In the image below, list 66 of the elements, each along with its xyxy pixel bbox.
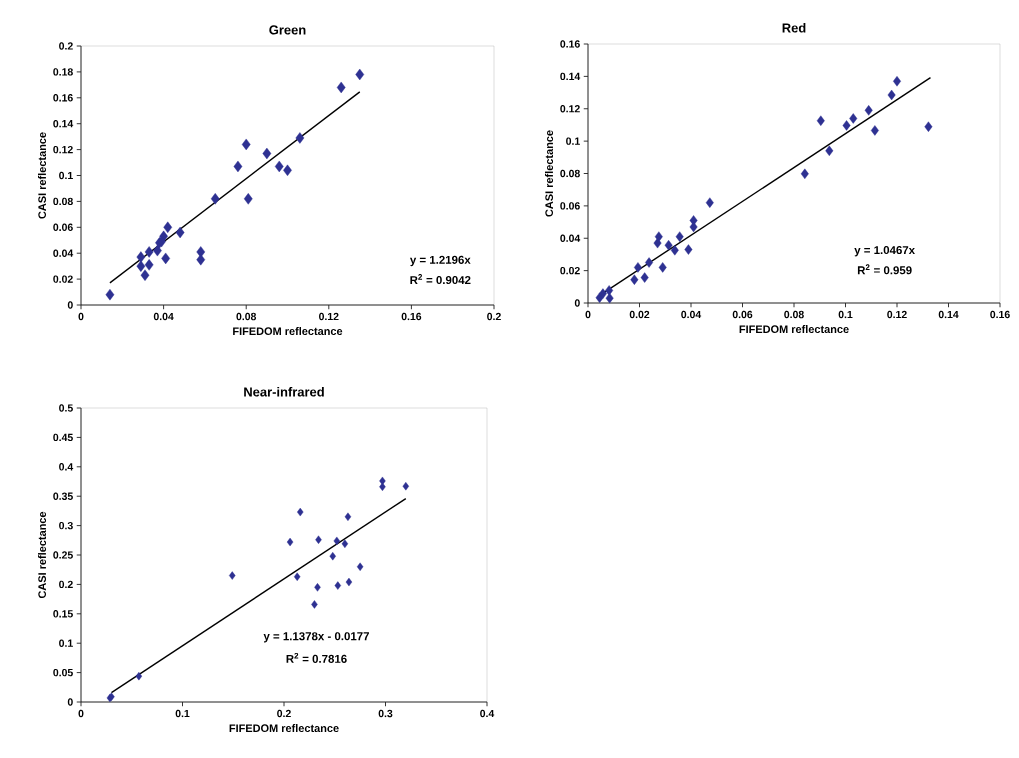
x-tick-label: 0.4 (480, 709, 495, 718)
x-tick-label: 0.04 (681, 310, 702, 319)
x-tick-label: 0.04 (153, 312, 174, 321)
x-tick-label: 0.3 (378, 709, 393, 718)
x-tick-label: 0.16 (990, 310, 1010, 319)
y-tick-label: 0.3 (59, 521, 73, 530)
y-tick-label: 0.16 (560, 40, 580, 48)
y-tick-label: 0.06 (560, 202, 580, 210)
y-tick-label: 0.08 (53, 197, 73, 206)
y-tick-label: 0.02 (53, 275, 73, 283)
x-axis-title: FIFEDOM reflectance (739, 325, 849, 334)
y-tick-label: 0.18 (53, 68, 73, 76)
chart-title: Green (269, 25, 306, 35)
y-tick-label: 0.25 (53, 551, 73, 559)
annotation: y = 1.0467x (854, 246, 915, 257)
y-tick-label: 0.1 (566, 137, 580, 145)
x-tick-label: 0.14 (938, 310, 959, 319)
x-axis-title: FIFEDOM reflectance (229, 724, 339, 733)
y-tick-label: 0.04 (53, 249, 74, 257)
y-tick-label: 0.06 (53, 223, 73, 232)
annotation: R$^{2}$ = 0.9042 (410, 274, 471, 285)
x-tick-label: 0.02 (629, 310, 650, 319)
y-tick-label: 0.05 (53, 668, 73, 677)
y-tick-label: 0.1 (59, 171, 73, 180)
y-tick-label: 0.15 (53, 610, 73, 618)
y-tick-label: 0.4 (59, 463, 74, 471)
y-axis-title: CASI reflectance (37, 132, 47, 219)
chart-title: Red (782, 22, 806, 33)
x-tick-label: 0.2 (277, 709, 291, 718)
x-tick-label: 0 (78, 312, 84, 321)
annotation: y = 1.2196x (409, 255, 471, 267)
y-tick-label: 0.04 (560, 234, 581, 242)
x-tick-label: 0.12 (319, 312, 339, 321)
y-tick-label: 0.2 (59, 42, 73, 50)
x-tick-label: 0.12 (887, 310, 907, 319)
x-tick-label: 0.1 (838, 310, 853, 319)
x-tick-label: 0.1 (175, 709, 190, 718)
y-tick-label: 0.12 (53, 145, 73, 154)
y-tick-label: 0 (67, 698, 73, 706)
x-tick-label: 0 (78, 709, 84, 718)
y-axis-title: CASI reflectance (37, 511, 47, 599)
annotation: y = 1.1378x - 0.0177 (263, 632, 369, 643)
y-tick-label: 0.08 (560, 169, 580, 178)
x-tick-label: 0.08 (784, 310, 804, 319)
annotation: R$^{2}$ = 0.7816 (286, 652, 347, 663)
x-tick-label: 0.06 (732, 310, 753, 319)
y-tick-label: 0 (574, 299, 580, 307)
x-axis-title: FIFEDOM reflectance (233, 327, 343, 336)
y-tick-label: 0.45 (53, 433, 73, 442)
y-tick-label: 0.12 (560, 105, 580, 113)
y-tick-label: 0.14 (53, 120, 74, 128)
y-tick-label: 0.5 (59, 404, 73, 412)
y-tick-label: 0.02 (560, 266, 580, 275)
x-tick-label: 0.2 (487, 312, 501, 321)
annotation: R$^{2}$ = 0.959 (857, 264, 912, 275)
y-tick-label: 0.1 (59, 639, 73, 647)
x-tick-label: 0.16 (401, 312, 422, 321)
y-tick-label: 0.35 (53, 492, 73, 500)
y-tick-label: 0.14 (560, 72, 581, 81)
y-tick-label: 0 (67, 301, 73, 309)
y-tick-label: 0.2 (59, 580, 73, 589)
chart-title: Near-infrared (244, 387, 324, 397)
x-tick-label: 0.08 (236, 312, 257, 321)
x-tick-label: 0 (585, 310, 591, 319)
y-tick-label: 0.16 (53, 94, 73, 102)
y-axis-title: CASI reflectance (544, 130, 554, 217)
